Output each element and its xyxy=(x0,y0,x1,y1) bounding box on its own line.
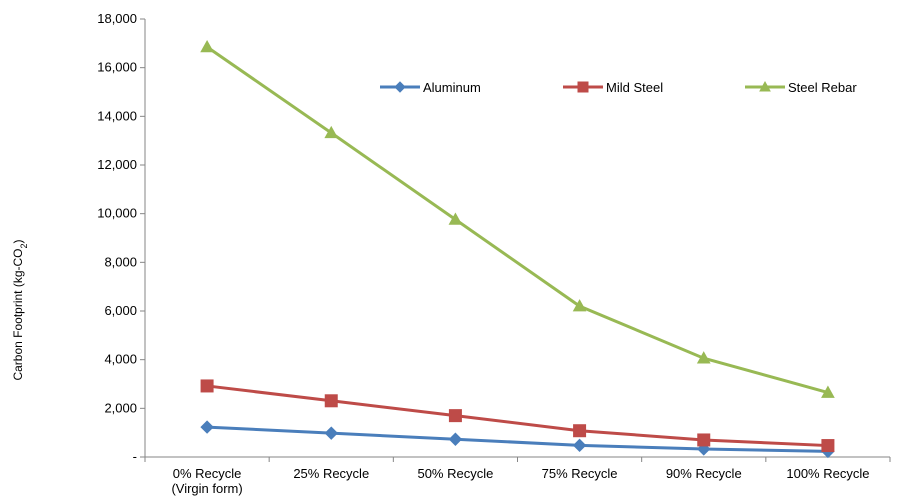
legend-label-steel-rebar: Steel Rebar xyxy=(788,80,857,95)
data-point-steel-rebar xyxy=(821,385,835,398)
data-point-mild-steel xyxy=(697,433,711,447)
y-tick-label: 10,000 xyxy=(97,206,137,221)
x-tick-label: 50% Recycle xyxy=(417,466,493,481)
y-tick-label: 4,000 xyxy=(104,352,137,367)
x-tick-label: 90% Recycle xyxy=(666,466,742,481)
series-line-mild-steel xyxy=(206,384,828,448)
data-point-mild-steel xyxy=(200,379,214,393)
x-tick-label: 0% Recycle (Virgin form) xyxy=(171,466,242,496)
y-axis-label: Carbon Footprint (kg-CO2) xyxy=(11,239,29,380)
x-tick-labels: 0% Recycle (Virgin form) 25% Recycle 50% Re… xyxy=(171,466,869,496)
data-point-steel-rebar xyxy=(200,39,214,53)
data-point-mild-steel xyxy=(573,424,587,438)
y-tick-label: 16,000 xyxy=(97,60,137,75)
series-line-aluminum xyxy=(207,425,828,453)
y-tick-labels: - 2,000 4,000 6,000 8,000 10,000 12,000 14,000 1… xyxy=(97,11,137,464)
data-point-steel-rebar xyxy=(696,351,711,364)
legend-marker-mild-steel xyxy=(577,81,589,93)
axes xyxy=(140,18,891,462)
data-point-aluminum xyxy=(572,438,587,453)
y-tick-label: - xyxy=(133,449,137,464)
x-tick-label: 100% Recycle xyxy=(786,466,869,481)
y-tick-label: 18,000 xyxy=(97,11,137,26)
data-point-mild-steel xyxy=(324,394,338,408)
data-point-steel-rebar xyxy=(448,212,463,225)
data-point-aluminum xyxy=(324,426,338,440)
data-point-mild-steel xyxy=(448,409,462,423)
series-group xyxy=(200,39,835,459)
y-tick-label: 6,000 xyxy=(104,303,137,318)
y-tick-label: 2,000 xyxy=(104,400,137,415)
y-tick-label: 14,000 xyxy=(97,108,137,123)
series-line-steel-rebar xyxy=(206,45,829,394)
x-tick-label: 75% Recycle xyxy=(542,466,618,481)
data-point-aluminum xyxy=(448,432,463,446)
data-point-steel-rebar xyxy=(324,125,339,139)
y-tick-label: 8,000 xyxy=(104,254,137,269)
legend: Aluminum Mild Steel Steel Rebar xyxy=(380,80,857,95)
x-tick-label: 25% Recycle xyxy=(293,466,369,481)
legend-label-aluminum: Aluminum xyxy=(423,80,481,95)
legend-label-mild-steel: Mild Steel xyxy=(606,80,663,95)
data-point-steel-rebar xyxy=(572,299,587,312)
y-tick-label: 12,000 xyxy=(97,157,137,172)
legend-marker-aluminum xyxy=(394,81,406,93)
data-point-aluminum xyxy=(200,420,214,434)
legend-marker-steel-rebar xyxy=(759,80,771,92)
data-point-mild-steel xyxy=(821,439,835,453)
